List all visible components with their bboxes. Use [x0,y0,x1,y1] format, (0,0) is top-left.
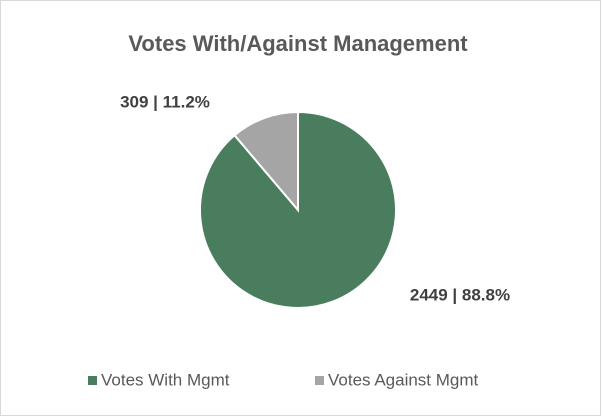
pie-slice [233,110,299,213]
legend-label: Votes Against Mgmt [328,370,479,389]
data-label: 2449 | 88.8% [410,285,510,304]
data-label: 309 | 11.2% [120,92,210,111]
legend-swatch [88,376,97,385]
legend-label: Votes With Mgmt [101,370,230,389]
chart-title: Votes With/Against Management [128,31,468,56]
legend-swatch [315,376,324,385]
